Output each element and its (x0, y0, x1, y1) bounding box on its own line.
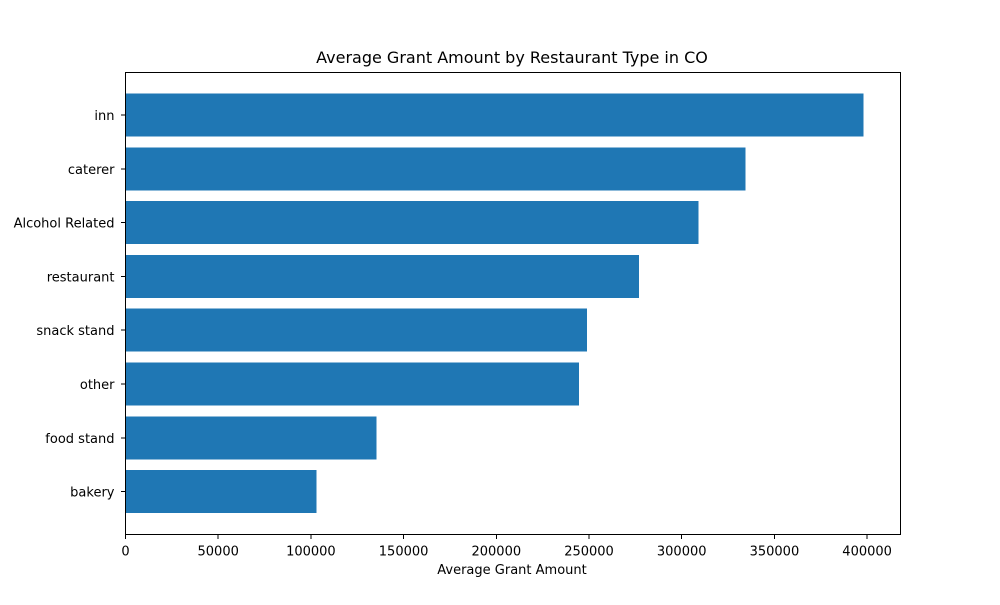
bar-inn (125, 93, 864, 137)
x-tick-label: 250000 (564, 545, 614, 560)
x-axis-title: Average Grant Amount (437, 563, 586, 578)
x-tick-label: 200000 (471, 545, 521, 560)
x-tick-label: 350000 (750, 545, 800, 560)
x-tick-label: 100000 (286, 545, 336, 560)
x-tick-label: 300000 (657, 545, 707, 560)
y-tick-label: other (80, 378, 115, 393)
x-axis: 0 50000 100000 150000 200000 250000 300000 3500… (121, 534, 892, 560)
x-tick-label: 50000 (198, 545, 239, 560)
x-tick-label: 0 (121, 545, 129, 560)
y-tick-label: Alcohol Related (14, 217, 115, 232)
x-tick-label: 400000 (842, 545, 892, 560)
bar-snack-stand (125, 308, 588, 352)
y-tick-label: restaurant (47, 270, 115, 285)
bar-bakery (125, 470, 317, 514)
y-tick-label: caterer (68, 163, 115, 178)
bar-other (125, 362, 579, 406)
y-tick-label: inn (94, 109, 114, 124)
y-tick-label: bakery (70, 486, 115, 501)
bar-alcohol-related (125, 201, 699, 245)
y-axis: inn caterer Alcohol Related restaurant snack… (14, 109, 126, 501)
y-tick-label: food stand (45, 432, 114, 447)
plot-frame (125, 72, 901, 535)
bars-group (125, 93, 864, 514)
bar-food-stand (125, 416, 377, 460)
bar-caterer (125, 147, 746, 191)
chart-title: Average Grant Amount by Restaurant Type … (316, 48, 708, 67)
bar-restaurant (125, 254, 640, 298)
y-tick-label: snack stand (36, 324, 114, 339)
x-tick-label: 150000 (379, 545, 429, 560)
